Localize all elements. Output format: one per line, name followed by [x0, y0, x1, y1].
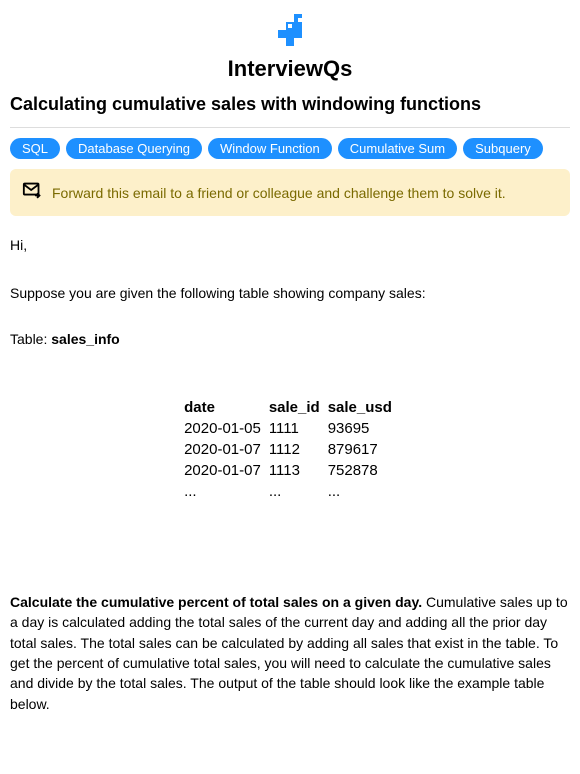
tag[interactable]: Subquery — [463, 138, 543, 159]
table-label: Table: sales_info — [10, 331, 570, 347]
tag[interactable]: SQL — [10, 138, 60, 159]
header: InterviewQs — [10, 10, 570, 82]
table-cell: 752878 — [326, 460, 398, 481]
table-row: 2020-01-05111193695 — [182, 418, 398, 439]
instruction-rest: Cumulative sales up to a day is calculat… — [10, 594, 568, 711]
logo-icon — [268, 10, 312, 54]
page-title: Calculating cumulative sales with window… — [10, 94, 570, 128]
table-cell: ... — [267, 481, 326, 502]
table-cell: ... — [182, 481, 267, 502]
tag[interactable]: Database Querying — [66, 138, 202, 159]
tag-list: SQL Database Querying Window Function Cumul… — [10, 138, 570, 159]
table-cell: 2020-01-07 — [182, 439, 267, 460]
table-row: 2020-01-071112879617 — [182, 439, 398, 460]
mail-forward-icon — [22, 179, 44, 206]
instruction: Calculate the cumulative percent of tota… — [10, 592, 570, 714]
table-wrap: datesale_idsale_usd 2020-01-051111936952… — [10, 397, 570, 502]
brand-name: InterviewQs — [228, 56, 353, 82]
table-row: 2020-01-071113752878 — [182, 460, 398, 481]
forward-text: Forward this email to a friend or collea… — [52, 185, 506, 201]
table-header-cell: sale_usd — [326, 397, 398, 418]
table-cell: 2020-01-07 — [182, 460, 267, 481]
table-label-prefix: Table: — [10, 331, 51, 347]
sales-table: datesale_idsale_usd 2020-01-051111936952… — [182, 397, 398, 502]
table-header-cell: sale_id — [267, 397, 326, 418]
table-cell: 1113 — [267, 460, 326, 481]
intro-text: Suppose you are given the following tabl… — [10, 284, 570, 304]
table-row: ......... — [182, 481, 398, 502]
forward-box: Forward this email to a friend or collea… — [10, 169, 570, 216]
table-cell: ... — [326, 481, 398, 502]
table-cell: 1112 — [267, 439, 326, 460]
table-header-cell: date — [182, 397, 267, 418]
instruction-bold: Calculate the cumulative percent of tota… — [10, 594, 422, 610]
table-cell: 2020-01-05 — [182, 418, 267, 439]
tag[interactable]: Cumulative Sum — [338, 138, 457, 159]
greeting: Hi, — [10, 236, 570, 256]
table-name: sales_info — [51, 331, 119, 347]
table-header-row: datesale_idsale_usd — [182, 397, 398, 418]
tag[interactable]: Window Function — [208, 138, 332, 159]
table-cell: 93695 — [326, 418, 398, 439]
table-body: 2020-01-051111936952020-01-0711128796172… — [182, 418, 398, 502]
table-cell: 879617 — [326, 439, 398, 460]
table-cell: 1111 — [267, 418, 326, 439]
